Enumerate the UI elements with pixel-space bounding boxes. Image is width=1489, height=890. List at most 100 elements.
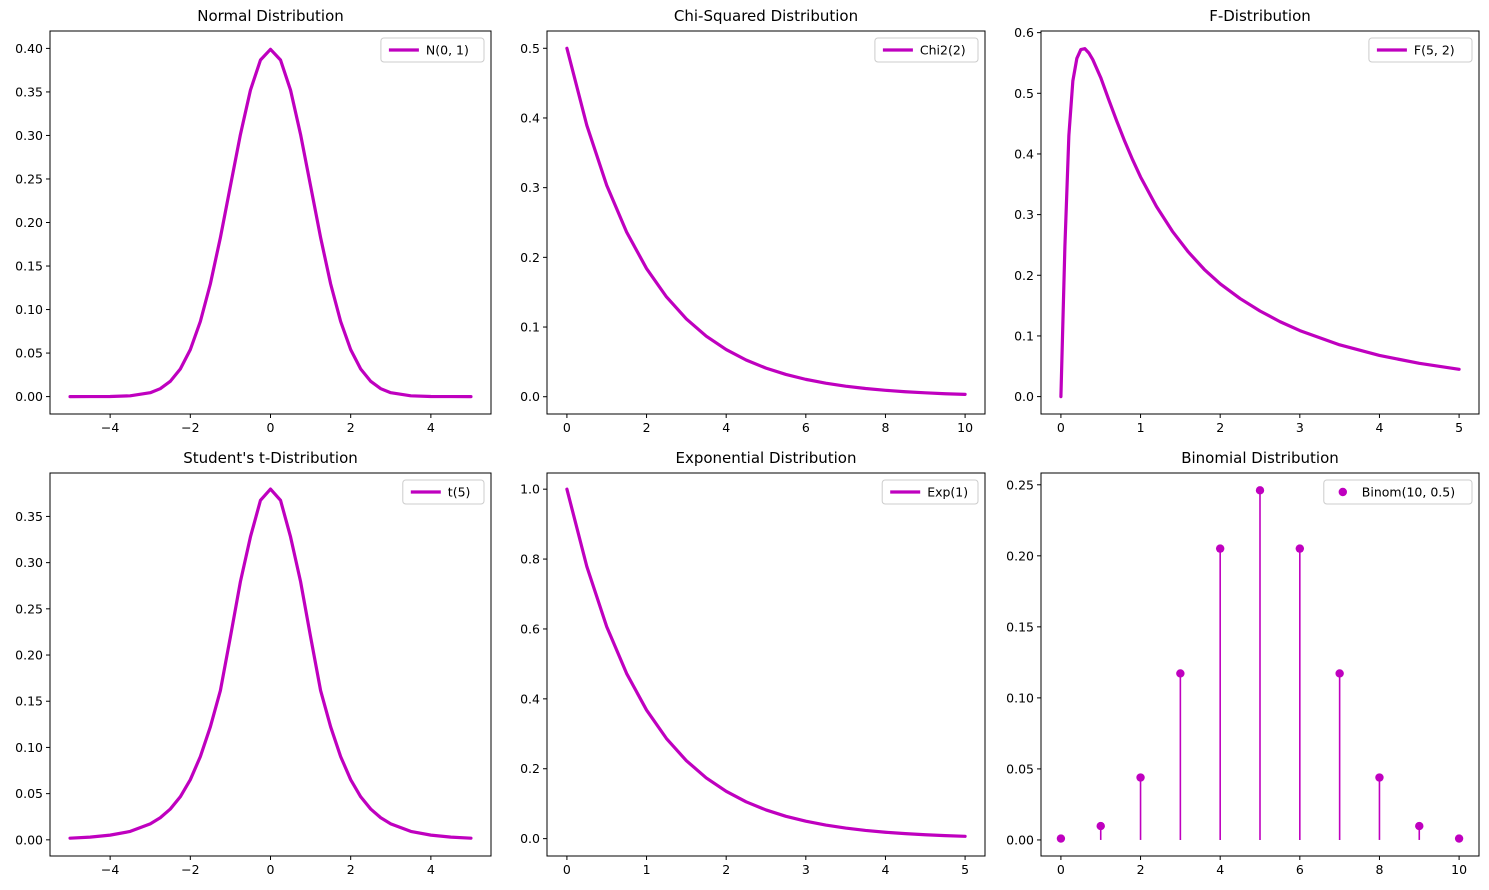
- chart-title: Chi-Squared Distribution: [674, 7, 858, 25]
- axes-frame: [1040, 30, 1480, 415]
- y-tick-label: 0.10: [15, 740, 43, 755]
- x-tick-label: 8: [1375, 862, 1383, 877]
- x-tick-label: 4: [722, 420, 730, 435]
- axes-frame: [1040, 472, 1480, 857]
- y-tick-label: 0.20: [15, 215, 43, 230]
- y-tick-label: 0.40: [15, 41, 43, 56]
- y-tick-label: 0.6: [1014, 25, 1034, 40]
- y-tick-label: 0.35: [15, 509, 43, 524]
- y-tick-label: 0.30: [15, 128, 43, 143]
- x-tick-label: 4: [1216, 862, 1224, 877]
- axes-frame: [49, 30, 492, 415]
- y-tick-label: 0.1: [520, 320, 540, 335]
- subplot-chi2: Chi-Squared Distribution 0 2 4 6 8 10 0.0 0.1 0.2…: [520, 7, 986, 435]
- y-tick-label: 0.3: [520, 180, 540, 195]
- y-tick-label: 0.15: [1006, 619, 1034, 634]
- series-line: [68, 47, 473, 399]
- x-tick-label: 3: [802, 862, 810, 877]
- chart-title: F-Distribution: [1209, 7, 1311, 25]
- stem-marker: [1454, 834, 1464, 843]
- stem-marker: [1295, 544, 1305, 553]
- x-tick-label: 0: [1057, 420, 1065, 435]
- x-tick-label: 2: [347, 862, 355, 877]
- y-tick-label: 0.0: [1014, 389, 1034, 404]
- subplot-binom: Binomial Distribution 0 2 4 6 8 10 0.00 0.05 0.10…: [1006, 449, 1480, 877]
- x-tick-label: 2: [1137, 862, 1145, 877]
- x-tick-label: 2: [722, 862, 730, 877]
- x-tick-label: 2: [1216, 420, 1224, 435]
- chart-title: Exponential Distribution: [676, 449, 857, 467]
- subplot-f: F-Distribution 0 1 2 3 4 5 0.0 0.1 0.2 0.3 0.4 0.5 0.…: [1014, 7, 1480, 435]
- x-tick-label: 4: [881, 862, 889, 877]
- y-tick-label: 0.1: [1014, 328, 1034, 343]
- x-tick-label: 4: [427, 420, 435, 435]
- x-tick-label: −4: [101, 420, 119, 435]
- y-tick-label: 0.0: [520, 389, 540, 404]
- stem-marker: [1255, 486, 1265, 495]
- legend: N(0, 1): [380, 37, 485, 63]
- x-tick-label: 4: [427, 862, 435, 877]
- x-tick-label: 8: [881, 420, 889, 435]
- y-tick-label: 0.2: [1014, 268, 1034, 283]
- legend: F(5, 2): [1368, 37, 1473, 63]
- stem-marker: [1176, 669, 1185, 678]
- legend-marker-swatch: [1338, 487, 1348, 497]
- y-tick-label: 0.5: [1014, 86, 1034, 101]
- axes-frame: [546, 30, 986, 415]
- series-line: [1059, 47, 1461, 399]
- stem-marker: [1375, 773, 1384, 782]
- x-tick-label: −2: [181, 420, 199, 435]
- y-tick-label: 0.30: [15, 555, 43, 570]
- y-tick-label: 0.4: [520, 691, 540, 706]
- legend-box: [380, 37, 485, 63]
- y-tick-label: 0.00: [1006, 832, 1034, 847]
- stem-marker: [1215, 544, 1225, 553]
- legend-box: [881, 479, 979, 505]
- x-tick-label: 0: [563, 420, 571, 435]
- subplot-exp: Exponential Distribution 0 1 2 3 4 5 0.0 0.2 0.4 0…: [520, 449, 986, 877]
- x-tick-label: 10: [957, 420, 973, 435]
- legend-label: Exp(1): [927, 485, 968, 500]
- y-tick-label: 0.25: [15, 171, 43, 186]
- legend-box: [874, 37, 979, 63]
- x-tick-label: 5: [1455, 420, 1463, 435]
- y-tick-label: 0.25: [15, 601, 43, 616]
- legend-label: Binom(10, 0.5): [1362, 485, 1455, 500]
- chart-title: Normal Distribution: [197, 7, 344, 25]
- stem-marker: [1335, 669, 1344, 678]
- stem-marker: [1096, 821, 1105, 831]
- x-tick-label: −2: [181, 862, 199, 877]
- x-tick-label: 0: [563, 862, 571, 877]
- stem-marker: [1056, 834, 1066, 843]
- y-tick-label: 0.05: [15, 786, 43, 801]
- x-tick-label: 5: [961, 862, 969, 877]
- y-tick-label: 0.15: [15, 694, 43, 709]
- y-tick-label: 0.8: [520, 552, 540, 567]
- x-tick-label: −4: [101, 862, 119, 877]
- y-tick-label: 0.0: [520, 831, 540, 846]
- y-tick-label: 0.20: [1006, 548, 1034, 563]
- y-tick-label: 0.00: [15, 389, 43, 404]
- legend: Exp(1): [881, 479, 979, 505]
- chart-title: Binomial Distribution: [1181, 449, 1339, 467]
- axes-frame: [49, 472, 492, 857]
- series-line: [565, 487, 967, 838]
- axes-frame: [546, 472, 986, 857]
- x-tick-label: 0: [267, 862, 275, 877]
- legend: Chi2(2): [874, 37, 979, 63]
- legend-box: [402, 479, 485, 505]
- y-tick-label: 0.10: [15, 302, 43, 317]
- y-tick-label: 0.10: [1006, 690, 1034, 705]
- y-tick-label: 0.2: [520, 761, 540, 776]
- x-tick-label: 2: [347, 420, 355, 435]
- x-tick-label: 3: [1296, 420, 1304, 435]
- stem-marker: [1136, 773, 1145, 782]
- x-tick-label: 1: [643, 862, 651, 877]
- y-tick-label: 0.2: [520, 250, 540, 265]
- y-tick-label: 0.15: [15, 259, 43, 274]
- legend-box: [1323, 479, 1473, 505]
- y-tick-label: 0.05: [1006, 761, 1034, 776]
- legend-label: N(0, 1): [426, 43, 469, 58]
- y-tick-label: 1.0: [520, 482, 540, 497]
